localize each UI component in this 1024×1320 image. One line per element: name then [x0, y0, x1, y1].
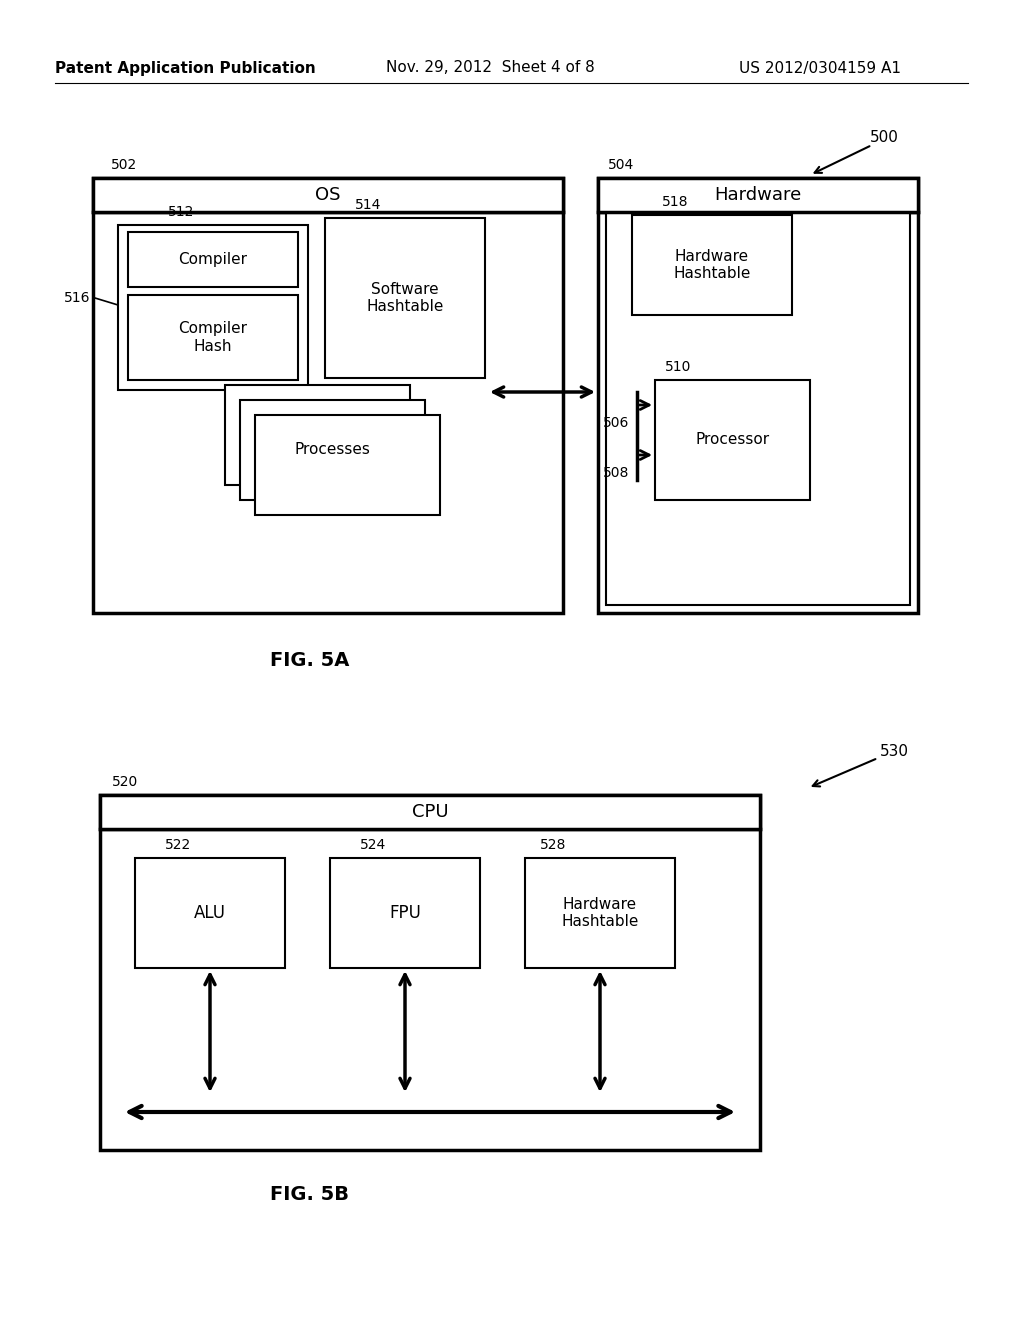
Bar: [93, 178, 563, 213]
Text: FIG. 5A: FIG. 5A: [270, 651, 349, 669]
Text: 530: 530: [880, 744, 909, 759]
Text: 508: 508: [603, 466, 629, 480]
Text: Nov. 29, 2012  Sheet 4 of 8: Nov. 29, 2012 Sheet 4 of 8: [386, 61, 594, 75]
Text: Hardware
Hashtable: Hardware Hashtable: [561, 896, 639, 929]
Bar: [598, 178, 918, 213]
Text: OS: OS: [315, 186, 341, 205]
Bar: [598, 178, 918, 612]
Bar: [240, 400, 425, 500]
Text: 506: 506: [603, 416, 629, 430]
Text: 516: 516: [63, 290, 90, 305]
Text: ALU: ALU: [194, 904, 226, 921]
Bar: [135, 858, 285, 968]
Bar: [330, 858, 480, 968]
Text: 524: 524: [360, 838, 386, 851]
Bar: [100, 795, 760, 829]
Text: Compiler
Hash: Compiler Hash: [178, 321, 248, 354]
Bar: [632, 215, 792, 315]
Bar: [325, 218, 485, 378]
Bar: [255, 414, 440, 515]
Bar: [128, 232, 298, 286]
Text: 502: 502: [111, 158, 137, 172]
Text: FPU: FPU: [389, 904, 421, 921]
Text: CPU: CPU: [412, 803, 449, 821]
Bar: [118, 224, 308, 389]
Bar: [128, 294, 298, 380]
Text: Compiler: Compiler: [178, 252, 248, 267]
Bar: [606, 186, 910, 605]
Text: Hardware: Hardware: [715, 186, 802, 205]
Text: 510: 510: [665, 360, 691, 374]
Text: 528: 528: [540, 838, 566, 851]
Bar: [93, 178, 563, 612]
Text: Processor: Processor: [695, 433, 770, 447]
Text: Processes: Processes: [294, 442, 370, 458]
Text: US 2012/0304159 A1: US 2012/0304159 A1: [739, 61, 901, 75]
Text: 514: 514: [355, 198, 381, 213]
Bar: [525, 858, 675, 968]
Text: 512: 512: [168, 205, 195, 219]
Text: Software
Hashtable: Software Hashtable: [367, 281, 443, 314]
Bar: [100, 795, 760, 1150]
Text: Patent Application Publication: Patent Application Publication: [54, 61, 315, 75]
Text: FIG. 5B: FIG. 5B: [270, 1185, 349, 1204]
Bar: [655, 380, 810, 500]
Text: 518: 518: [662, 195, 688, 209]
Text: 504: 504: [608, 158, 634, 172]
Text: Hardware
Hashtable: Hardware Hashtable: [674, 248, 751, 281]
Bar: [225, 385, 410, 484]
Text: 500: 500: [870, 131, 899, 145]
Text: 522: 522: [165, 838, 191, 851]
Text: 520: 520: [112, 775, 138, 789]
